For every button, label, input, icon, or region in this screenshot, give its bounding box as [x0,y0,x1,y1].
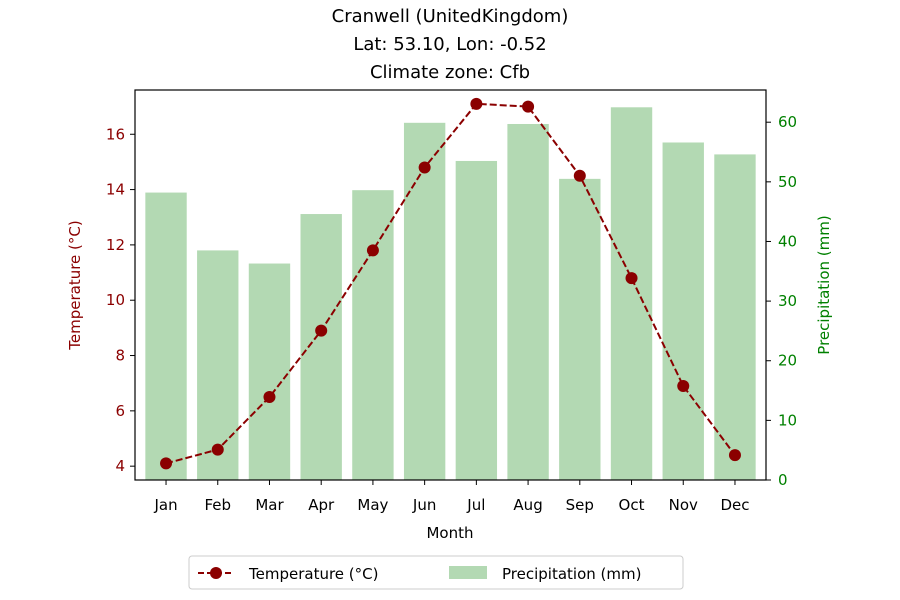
left-tick-label: 16 [106,125,125,143]
x-tick-label: Jul [466,496,485,514]
temperature-point-jan [160,457,173,470]
legend-precipitation-label: Precipitation (mm) [502,565,641,583]
left-tick-label: 8 [115,347,125,365]
legend-box [188,555,684,590]
x-tick-label: Apr [308,496,335,514]
precipitation-bar-aug [507,123,549,481]
legend-temperature-marker-icon [210,567,222,579]
chart-title-line-1: Cranwell (UnitedKingdom) [332,6,569,27]
chart-legend: Temperature (°C) Precipitation (mm) [188,555,684,590]
precipitation-bars [145,107,756,481]
precipitation-bar-mar [248,263,291,480]
y-axis-label-left: Temperature (°C) [66,220,84,350]
legend-temperature-label: Temperature (°C) [248,565,378,583]
x-tick-label: Jan [153,496,177,514]
temperature-point-sep [573,169,586,182]
temperature-point-nov [677,379,690,392]
temperature-point-oct [625,272,638,285]
temperature-point-feb [211,443,224,456]
left-tick-label: 12 [106,236,125,254]
x-axis-ticks: Jan Feb Mar Apr May Jun Jul Aug Sep Oct Nov Dec [153,480,749,514]
x-tick-label: Oct [619,496,645,514]
precipitation-bar-jan [145,192,187,481]
x-tick-label: Dec [720,496,749,514]
x-tick-label: Sep [566,496,594,514]
temperature-line [160,97,741,470]
precipitation-bar-jul [455,160,498,480]
legend-precipitation-swatch-icon [449,566,487,579]
precipitation-bar-oct [610,107,653,480]
left-tick-label: 6 [115,402,125,420]
x-tick-label: Jun [412,496,436,514]
temperature-series-line [165,102,736,465]
temperature-point-may [366,244,379,257]
precipitation-bar-feb [197,250,239,480]
precipitation-bar-may [352,190,394,481]
x-tick-label: Nov [669,496,698,514]
temperature-point-jun [418,161,431,174]
right-tick-label: 20 [778,352,797,370]
left-axis-ticks: 4 6 8 10 12 14 16 [106,125,135,475]
right-tick-label: 60 [778,113,797,131]
right-axis-ticks: 0 10 20 30 40 50 60 [766,113,797,489]
right-tick-label: 40 [778,232,797,250]
x-tick-label: Mar [255,496,284,514]
left-tick-label: 14 [106,181,125,199]
right-tick-label: 10 [778,411,797,429]
left-tick-label: 10 [106,291,125,309]
precipitation-bar-jun [403,122,446,481]
x-tick-label: Feb [204,496,231,514]
temperature-point-mar [263,391,276,404]
right-tick-label: 30 [778,292,797,310]
chart-title-line-2: Lat: 53.10, Lon: -0.52 [353,34,546,55]
temperature-point-jul [470,97,483,110]
chart-title-line-3: Climate zone: Cfb [370,62,530,83]
right-tick-label: 0 [778,471,788,489]
y-axis-label-right: Precipitation (mm) [815,215,833,354]
x-tick-label: Aug [513,496,542,514]
x-tick-label: May [357,496,388,514]
precipitation-bar-dec [714,154,756,480]
x-axis-label: Month [426,524,473,542]
left-tick-label: 4 [115,457,125,475]
precipitation-bar-sep [559,178,601,480]
temperature-point-dec [728,449,741,462]
temperature-point-apr [315,324,328,337]
chart-title: Cranwell (UnitedKingdom) Lat: 53.10, Lon… [332,6,569,83]
temperature-point-aug [522,100,535,113]
precipitation-bar-nov [662,142,704,481]
plot-frame [134,89,767,481]
right-tick-label: 50 [778,173,797,191]
precipitation-bar-apr [300,214,342,481]
